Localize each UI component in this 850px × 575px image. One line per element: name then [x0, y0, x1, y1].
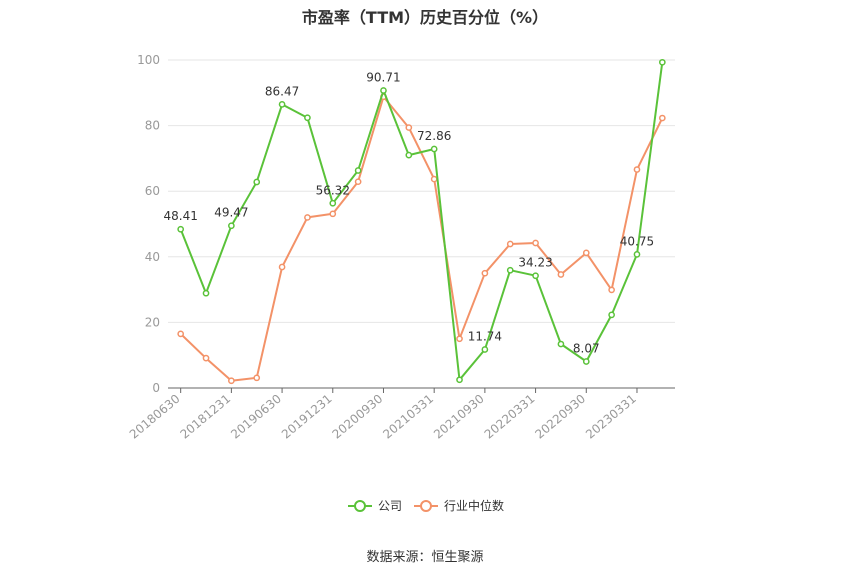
y-tick-label: 80 [145, 119, 160, 133]
grid-lines [168, 59, 675, 323]
x-tick-label: 20210930 [431, 392, 487, 442]
y-tick-label: 100 [137, 53, 160, 67]
data-point [304, 114, 311, 122]
x-tick-label: 20190630 [228, 392, 284, 442]
chart-title: 市盈率（TTM）历史百分位（%） [301, 8, 549, 27]
data-point [456, 376, 463, 384]
series-lines [177, 58, 666, 385]
data-label: 90.71 [366, 70, 400, 84]
data-label: 48.41 [163, 209, 197, 223]
data-point [658, 58, 666, 66]
data-point [278, 263, 286, 271]
data-point [177, 330, 185, 338]
source-note: 数据来源：恒生聚源 [366, 550, 484, 565]
y-tick-label: 0 [152, 381, 160, 395]
data-label: 49.47 [214, 206, 248, 220]
data-point [456, 335, 463, 343]
x-tick-label: 20220331 [482, 392, 538, 442]
data-label: 34.23 [518, 256, 552, 270]
data-point [532, 239, 539, 247]
data-label: 8.07 [573, 342, 600, 356]
data-label: 86.47 [265, 84, 299, 98]
legend-marker [420, 500, 432, 512]
x-tick-label: 20200930 [330, 392, 386, 442]
data-point [405, 151, 413, 159]
legend: 公司 行业中位数 [348, 498, 504, 513]
x-tick-label: 20220930 [532, 392, 588, 442]
data-point [532, 272, 539, 280]
data-point [354, 167, 362, 174]
y-tick-label: 20 [145, 315, 160, 329]
data-point [481, 346, 489, 353]
data-point [329, 199, 337, 207]
data-point [506, 266, 514, 274]
data-point [658, 114, 666, 122]
data-point [177, 225, 185, 233]
legend-item: 公司 [348, 499, 402, 513]
data-point [582, 249, 590, 257]
series-line [179, 62, 664, 381]
data-point [253, 178, 261, 186]
data-point [557, 271, 565, 278]
data-point [329, 210, 337, 218]
data-point [633, 250, 641, 258]
legend-label: 行业中位数 [444, 498, 504, 513]
data-point [430, 175, 438, 183]
legend-label: 公司 [378, 499, 402, 513]
y-tick-label: 40 [145, 250, 160, 264]
x-tick-label: 20181231 [178, 392, 234, 442]
series-line [180, 95, 664, 382]
data-point [506, 240, 514, 248]
x-tick-label: 20180630 [127, 392, 183, 442]
legend-marker [354, 500, 366, 512]
data-point [582, 358, 590, 365]
data-point [304, 214, 311, 221]
data-point [202, 289, 210, 297]
data-point [608, 286, 615, 294]
data-label: 56.32 [316, 183, 350, 197]
data-point [633, 166, 641, 173]
data-point [253, 374, 261, 382]
y-axis-tick-labels: 0 20 40 60 80 100 [137, 53, 160, 395]
x-tick-label: 20210331 [380, 392, 436, 442]
data-label: 72.86 [417, 129, 451, 143]
data-point [380, 87, 387, 94]
x-tick-label: 20191231 [279, 392, 335, 442]
data-point [557, 340, 565, 348]
data-point [608, 311, 615, 319]
data-point [430, 145, 438, 153]
data-point [481, 269, 489, 277]
data-point [228, 222, 235, 230]
data-point [202, 354, 210, 362]
x-axis: 2018063020181231201906302019123120200930… [127, 387, 675, 442]
data-point [354, 178, 362, 186]
data-point [405, 124, 413, 131]
data-label: 40.75 [620, 234, 654, 248]
y-tick-label: 60 [145, 184, 160, 198]
series-company [177, 58, 666, 384]
data-point [278, 101, 286, 108]
series-industry-median [177, 93, 666, 385]
x-tick-label: 20230331 [583, 392, 639, 442]
data-point [228, 377, 235, 385]
legend-item: 行业中位数 [414, 498, 504, 513]
data-labels: 48.41 49.47 86.47 56.32 90.71 72.86 11.74 34.23… [163, 70, 654, 355]
data-label: 11.74 [468, 329, 502, 343]
